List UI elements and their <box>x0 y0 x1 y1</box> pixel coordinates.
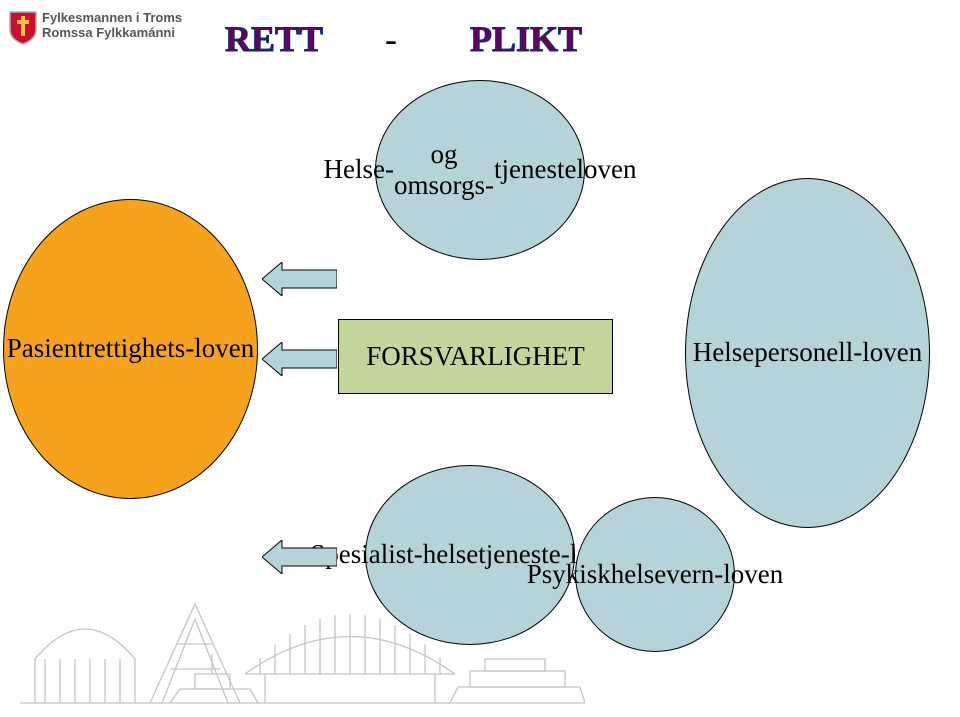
title-rett: RETT <box>225 18 323 60</box>
brand-badge <box>8 10 38 51</box>
arrow-icon <box>262 262 337 296</box>
node-pasientrettighetsloven: Pasientrettighets-loven <box>3 199 258 499</box>
diagram-stage: Fylkesmannen i Troms Romssa Fylkkamánni … <box>0 0 960 717</box>
arrow-icon <box>262 342 337 376</box>
node-helsepersonelloven: Helsepersonell-loven <box>685 178 930 528</box>
title-plikt: PLIKT <box>470 18 582 60</box>
brand-line2: Romssa Fylkkamánni <box>42 26 175 40</box>
node-helse-omsorgstjenesteloven: Helse-og omsorgs-tjenesteloven <box>375 80 585 260</box>
node-psykisk-helsevernloven: Psykiskhelsevern-loven <box>575 497 735 652</box>
shield-icon <box>8 10 38 46</box>
skyline-decoration <box>20 589 585 709</box>
node-forsvarlighet: FORSVARLIGHET <box>338 319 613 394</box>
brand-line1: Fylkesmannen i Troms <box>42 11 182 25</box>
arrow-icon <box>262 540 337 574</box>
title-dash: - <box>385 18 397 60</box>
